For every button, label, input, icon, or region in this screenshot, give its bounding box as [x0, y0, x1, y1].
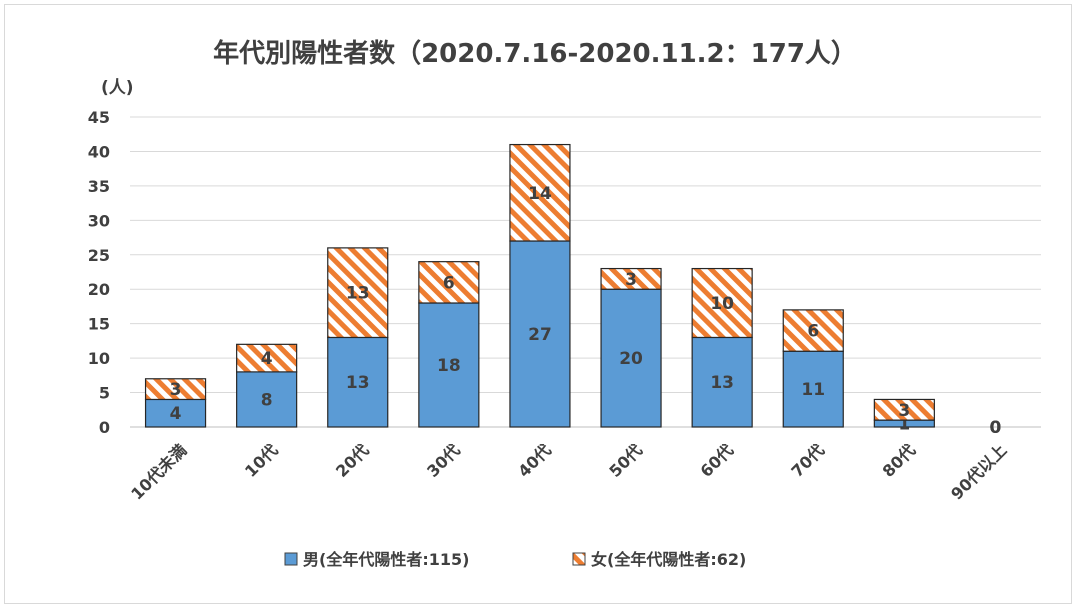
data-label-male: 1 [898, 415, 910, 435]
y-tick-label: 0 [99, 418, 110, 437]
y-tick-label: 40 [88, 142, 110, 161]
x-tick-label: 10代未満 [127, 440, 190, 503]
data-label-female: 4 [261, 349, 273, 369]
data-label-male: 20 [619, 349, 643, 369]
data-label-female: 3 [170, 380, 182, 400]
x-tick-label: 30代 [423, 440, 464, 481]
data-label-male: 13 [710, 373, 734, 393]
bar-male [600, 288, 662, 428]
legend: 男(全年代陽性者:115) 女(全年代陽性者:62) [284, 550, 746, 569]
x-tick-label: 50代 [605, 440, 646, 481]
data-label-male: 11 [801, 380, 825, 400]
bar-female [327, 247, 389, 339]
data-label-female: 0 [990, 418, 1002, 438]
y-tick-label: 10 [88, 349, 110, 368]
chart-area: 年代別陽性者数（2020.7.16-2020.11.2：177人） (人) 0 5… [4, 4, 1072, 604]
legend-label-male: 男(全年代陽性者:115) [303, 550, 469, 569]
y-tick-label: 45 [88, 108, 110, 127]
data-label-female: 10 [710, 294, 734, 314]
data-label-male: 4 [170, 404, 182, 424]
data-label-male: 27 [528, 325, 552, 345]
bar-male [236, 371, 298, 428]
data-label-male: 8 [261, 390, 273, 410]
x-tick-label: 90代以上 [947, 440, 1010, 503]
bar-female [600, 267, 662, 290]
x-tick-label: 40代 [514, 440, 555, 481]
bar-male [782, 350, 844, 428]
data-label-female: 13 [346, 284, 370, 304]
legend-label-female: 女(全年代陽性者:62) [591, 550, 746, 569]
bar-male [418, 302, 480, 428]
bar-female [418, 261, 480, 304]
y-tick-label: 20 [88, 280, 110, 299]
bar-female [691, 267, 753, 339]
x-tick-label: 80代 [879, 440, 920, 481]
legend-swatch-female [572, 552, 586, 566]
y-axis-unit-label: (人) [101, 78, 134, 98]
bar-male [327, 336, 389, 428]
bar-female [144, 378, 207, 401]
bar-male [691, 336, 753, 428]
data-label-female: 6 [443, 273, 455, 293]
data-label-male: 0 [990, 418, 1002, 438]
data-label-male: 18 [437, 356, 461, 376]
x-tick-label: 60代 [696, 440, 737, 481]
x-tick-label: 20代 [332, 440, 373, 481]
bar-female [782, 309, 844, 352]
data-label-male: 13 [346, 373, 370, 393]
y-tick-label: 5 [99, 384, 110, 403]
data-label-female: 3 [898, 401, 910, 421]
data-label-female: 14 [528, 184, 552, 204]
y-axis-ticks: 0 5 10 15 20 25 30 35 40 45 [88, 108, 110, 437]
bar-female [873, 398, 935, 421]
bar-female [236, 343, 298, 373]
bar-female [509, 143, 571, 242]
y-tick-label: 35 [88, 177, 110, 196]
y-tick-label: 25 [88, 246, 110, 265]
bar-male [509, 240, 571, 428]
legend-swatch-male [284, 552, 298, 566]
x-axis-ticks: 10代未満 10代 20代 30代 40代 50代 60代 70代 80代 90代以上 [127, 440, 1010, 503]
stacked-bar-chart: 年代別陽性者数（2020.7.16-2020.11.2：177人） (人) 0 5… [88, 38, 1041, 569]
chart-title: 年代別陽性者数（2020.7.16-2020.11.2：177人） [213, 38, 857, 69]
y-tick-label: 30 [88, 211, 110, 230]
data-label-female: 6 [807, 322, 819, 342]
x-tick-label: 70代 [788, 440, 829, 481]
y-tick-label: 15 [88, 315, 110, 334]
x-tick-label: 10代 [241, 440, 282, 481]
data-label-female: 3 [625, 270, 637, 290]
